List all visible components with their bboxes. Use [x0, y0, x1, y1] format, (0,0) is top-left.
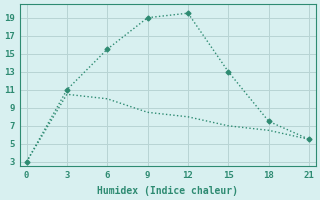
X-axis label: Humidex (Indice chaleur): Humidex (Indice chaleur): [97, 186, 238, 196]
